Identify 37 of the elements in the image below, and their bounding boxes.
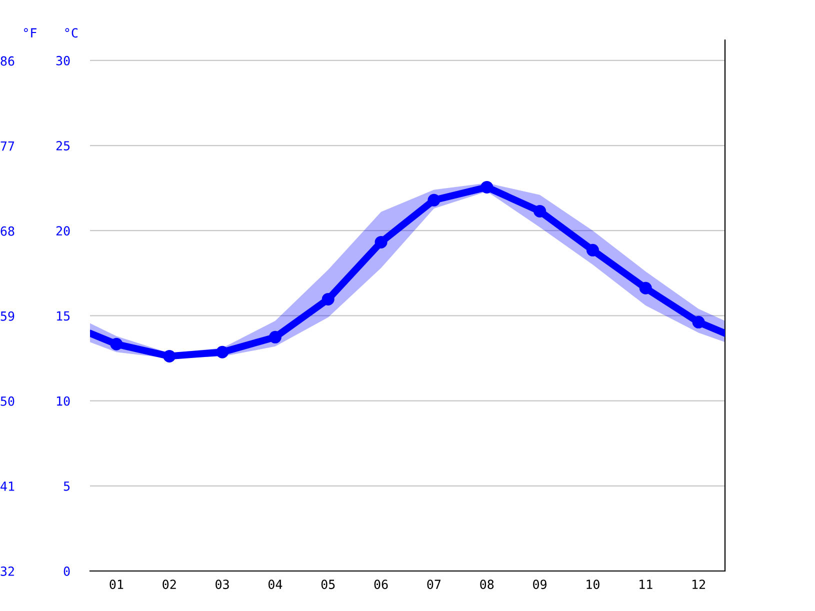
y2-tick-label: 41: [0, 482, 14, 491]
x-tick-label: 02: [162, 580, 176, 590]
point: [586, 244, 599, 256]
y-axis-title: °C: [65, 28, 78, 38]
y-tick-label: 25: [56, 141, 70, 150]
x-tick-label: 10: [586, 580, 600, 590]
point: [268, 330, 282, 344]
x-tick-label: 09: [533, 580, 546, 590]
point: [322, 292, 334, 306]
y2-tick-label: 50: [0, 396, 14, 406]
y2-tick-label: 77: [0, 141, 14, 151]
x-tick-label: 04: [268, 580, 282, 590]
point: [639, 282, 652, 294]
x-tick-label: 05: [321, 580, 335, 590]
y-tick-label: 15: [57, 311, 70, 321]
y-tick-label: 0: [64, 566, 70, 576]
point: [374, 236, 388, 248]
x-tick-label: 01: [110, 580, 124, 590]
y2-tick-label: 32: [0, 566, 14, 576]
y2-tick-label: 86: [0, 56, 14, 66]
x-tick-label: 03: [216, 580, 229, 590]
y2-tick-label: 59: [0, 311, 14, 321]
y-tick-label: 5: [64, 482, 70, 491]
x-tick-label: 12: [692, 580, 706, 589]
point: [110, 338, 123, 350]
y2-axis-title: °F: [24, 28, 36, 38]
y-tick-label: 20: [56, 226, 70, 236]
point: [692, 316, 705, 328]
y-tick-label: 10: [57, 396, 70, 406]
x-tick-label: 07: [427, 580, 441, 590]
y2-tick-label: 68: [0, 226, 14, 236]
x-tick-label: 06: [374, 580, 388, 590]
point: [534, 204, 546, 218]
y-tick-label: 30: [56, 56, 70, 66]
x-tick-label: 11: [640, 580, 652, 589]
x-tick-label: 08: [480, 580, 494, 590]
point: [428, 194, 440, 206]
